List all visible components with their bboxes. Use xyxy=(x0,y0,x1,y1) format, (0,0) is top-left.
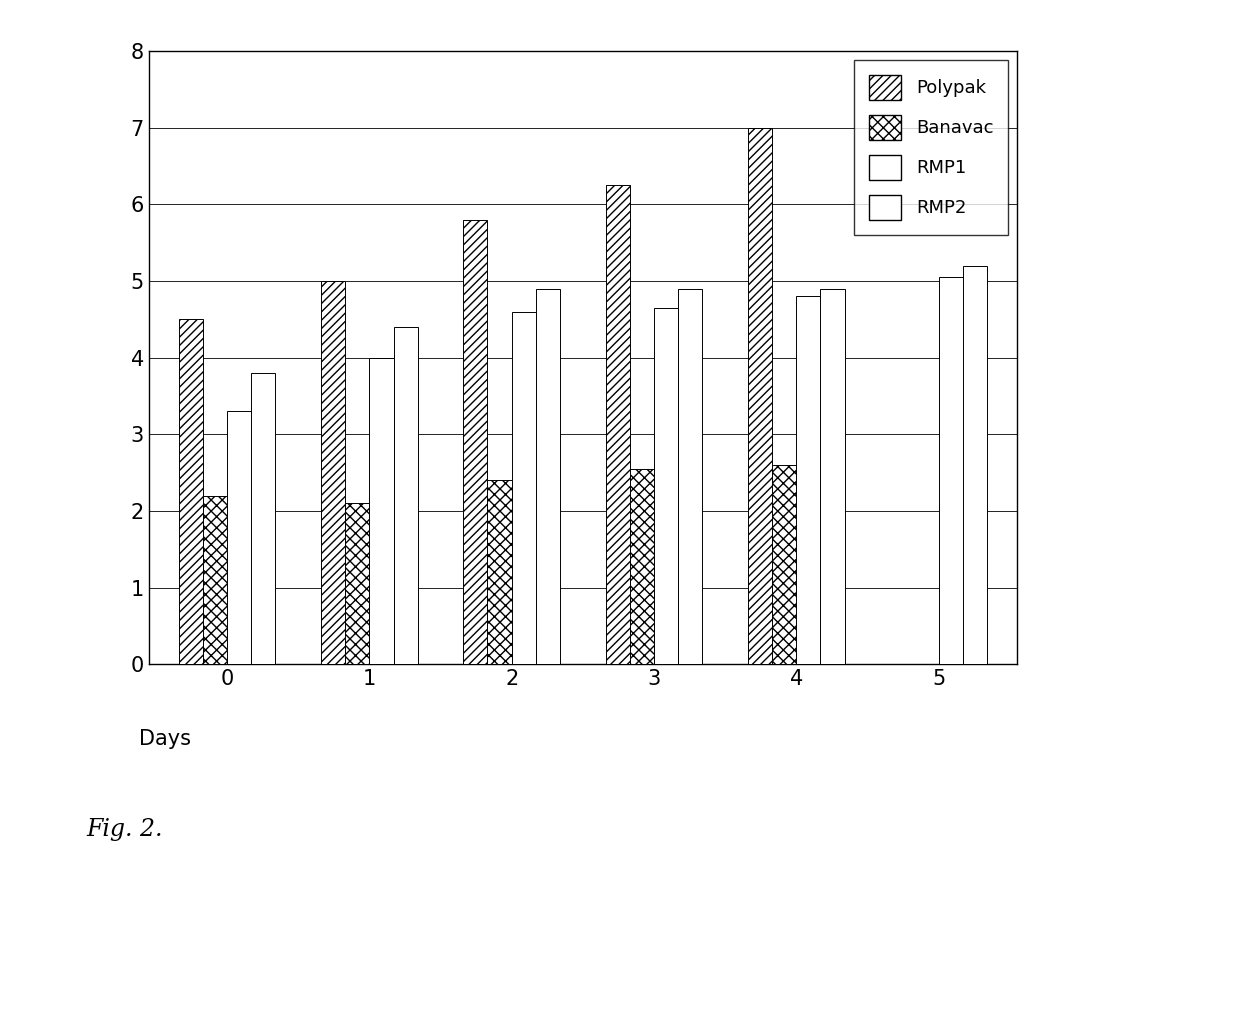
Bar xyxy=(653,308,678,664)
Bar xyxy=(821,288,844,664)
Bar xyxy=(962,266,987,664)
Bar xyxy=(748,128,773,664)
Bar xyxy=(227,412,252,664)
Bar xyxy=(536,288,560,664)
Bar xyxy=(252,373,275,664)
Bar xyxy=(464,220,487,664)
Bar xyxy=(203,496,227,664)
Bar xyxy=(512,312,536,664)
Legend: Polypak, Banavac, RMP1, RMP2: Polypak, Banavac, RMP1, RMP2 xyxy=(854,60,1008,234)
Bar xyxy=(605,185,630,664)
Bar xyxy=(678,288,702,664)
Bar xyxy=(773,465,796,664)
Bar xyxy=(393,327,418,664)
Bar xyxy=(370,358,393,664)
Bar xyxy=(630,469,653,664)
Bar xyxy=(345,503,370,664)
Bar xyxy=(487,480,512,664)
Text: Fig. 2.: Fig. 2. xyxy=(87,818,164,841)
Bar xyxy=(939,277,962,664)
Bar xyxy=(179,319,203,664)
Bar xyxy=(321,281,345,664)
Text: Days: Days xyxy=(139,730,191,749)
Bar xyxy=(796,296,821,664)
